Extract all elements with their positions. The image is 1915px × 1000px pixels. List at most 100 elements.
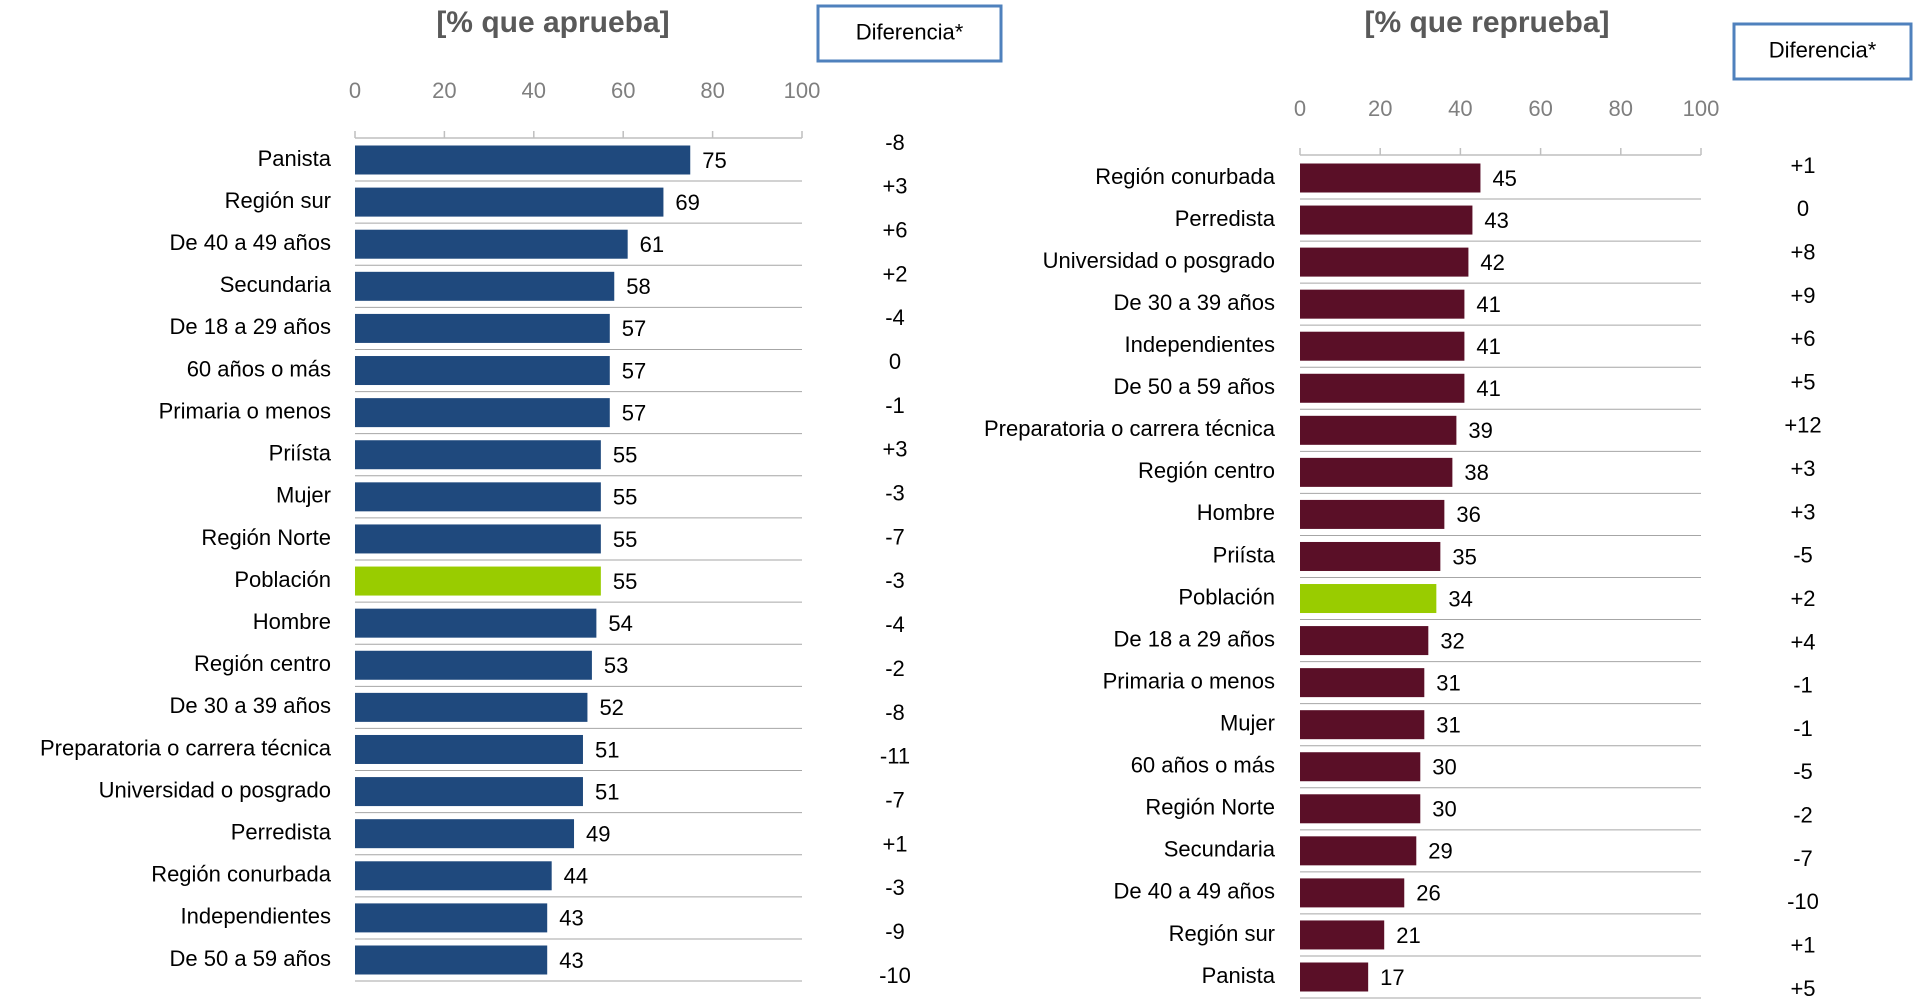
category-label: Priísta	[1213, 542, 1276, 567]
difference-label: -5	[1793, 543, 1813, 568]
category-label: Población	[234, 567, 331, 592]
difference-label: +6	[1790, 326, 1815, 351]
category-label: Población	[1178, 584, 1275, 609]
bar	[1300, 752, 1421, 782]
difference-label: -4	[885, 305, 905, 330]
difference-label: +1	[1790, 153, 1815, 178]
category-label: Independientes	[1125, 332, 1275, 357]
category-label: Hombre	[1197, 500, 1275, 525]
value-label: 57	[622, 316, 646, 341]
bar	[355, 650, 592, 680]
category-label: De 40 a 49 años	[1114, 879, 1275, 904]
category-label: De 30 a 39 años	[1114, 290, 1275, 315]
category-label: Hombre	[253, 609, 331, 634]
value-label: 42	[1480, 250, 1504, 275]
value-label: 36	[1456, 502, 1480, 527]
bar	[1300, 710, 1425, 740]
x-tick-label: 0	[1294, 96, 1306, 121]
difference-label: -1	[1793, 716, 1813, 741]
bar	[1300, 415, 1457, 445]
bar	[1300, 499, 1445, 529]
bar	[355, 313, 610, 343]
difference-label: +3	[1790, 456, 1815, 481]
difference-label: -2	[1793, 803, 1813, 828]
difference-label: -8	[885, 130, 905, 155]
bar	[355, 608, 597, 638]
value-label: 21	[1396, 923, 1420, 948]
value-label: 29	[1428, 839, 1452, 864]
category-label: Región sur	[225, 188, 331, 213]
difference-label: -3	[885, 568, 905, 593]
value-label: 34	[1448, 586, 1472, 611]
difference-box	[1732, 22, 1913, 81]
value-label: 35	[1452, 544, 1476, 569]
value-label: 75	[702, 148, 726, 173]
value-label: 57	[622, 400, 646, 425]
difference-label: +1	[882, 831, 907, 856]
difference-label: -1	[1793, 673, 1813, 698]
bar	[355, 145, 691, 175]
category-label: Independientes	[181, 904, 331, 929]
difference-title: Diferencia*	[1769, 37, 1877, 62]
value-label: 26	[1416, 881, 1440, 906]
x-tick-label: 0	[349, 78, 361, 103]
value-label: 30	[1432, 755, 1456, 780]
category-label: Perredista	[231, 819, 332, 844]
category-label: Panista	[258, 146, 332, 171]
bar	[355, 482, 601, 512]
category-label: De 50 a 59 años	[1114, 374, 1275, 399]
difference-label: 0	[889, 349, 901, 374]
category-label: Preparatoria o carrera técnica	[40, 735, 332, 760]
bar	[355, 734, 583, 764]
bar	[1300, 794, 1421, 824]
difference-label: -7	[885, 524, 905, 549]
value-label: 61	[640, 232, 664, 257]
value-label: 49	[586, 821, 610, 846]
category-label: Región centro	[194, 651, 331, 676]
value-label: 41	[1476, 292, 1500, 317]
difference-label: -2	[885, 656, 905, 681]
bar	[1300, 920, 1385, 950]
category-label: 60 años o más	[1131, 753, 1275, 778]
difference-label: -7	[885, 787, 905, 812]
difference-label: -3	[885, 875, 905, 900]
difference-label: +6	[882, 217, 907, 242]
value-label: 55	[613, 443, 637, 468]
value-label: 51	[595, 779, 619, 804]
difference-label: -3	[885, 481, 905, 506]
value-label: 43	[559, 906, 583, 931]
bar	[355, 271, 615, 301]
x-tick-label: 60	[611, 78, 635, 103]
value-label: 58	[626, 274, 650, 299]
value-label: 31	[1436, 670, 1460, 695]
bar	[355, 187, 664, 217]
x-tick-label: 40	[1448, 96, 1472, 121]
x-tick-label: 80	[700, 78, 724, 103]
value-label: 45	[1492, 166, 1516, 191]
category-label: Región centro	[1138, 458, 1275, 483]
bar	[1300, 962, 1369, 992]
difference-label: +3	[882, 437, 907, 462]
bar	[355, 692, 588, 722]
category-label: Perredista	[1175, 206, 1276, 231]
bar	[1300, 247, 1469, 277]
value-label: 38	[1464, 460, 1488, 485]
value-label: 32	[1440, 628, 1464, 653]
bar	[1300, 331, 1465, 361]
category-label: Mujer	[1220, 710, 1275, 735]
bar	[1300, 373, 1465, 403]
category-label: Región conurbada	[1095, 164, 1276, 189]
value-label: 53	[604, 653, 628, 678]
category-label: Preparatoria o carrera técnica	[984, 416, 1276, 441]
x-tick-label: 60	[1528, 96, 1552, 121]
difference-label: -4	[885, 612, 905, 637]
value-label: 69	[675, 190, 699, 215]
difference-label: +4	[1790, 629, 1815, 654]
bar	[1300, 836, 1417, 866]
value-label: 57	[622, 358, 646, 383]
x-tick-label: 20	[432, 78, 456, 103]
difference-label: +2	[1790, 586, 1815, 611]
bar	[355, 566, 601, 596]
category-label: De 40 a 49 años	[170, 230, 331, 255]
category-label: De 30 a 39 años	[170, 693, 331, 718]
